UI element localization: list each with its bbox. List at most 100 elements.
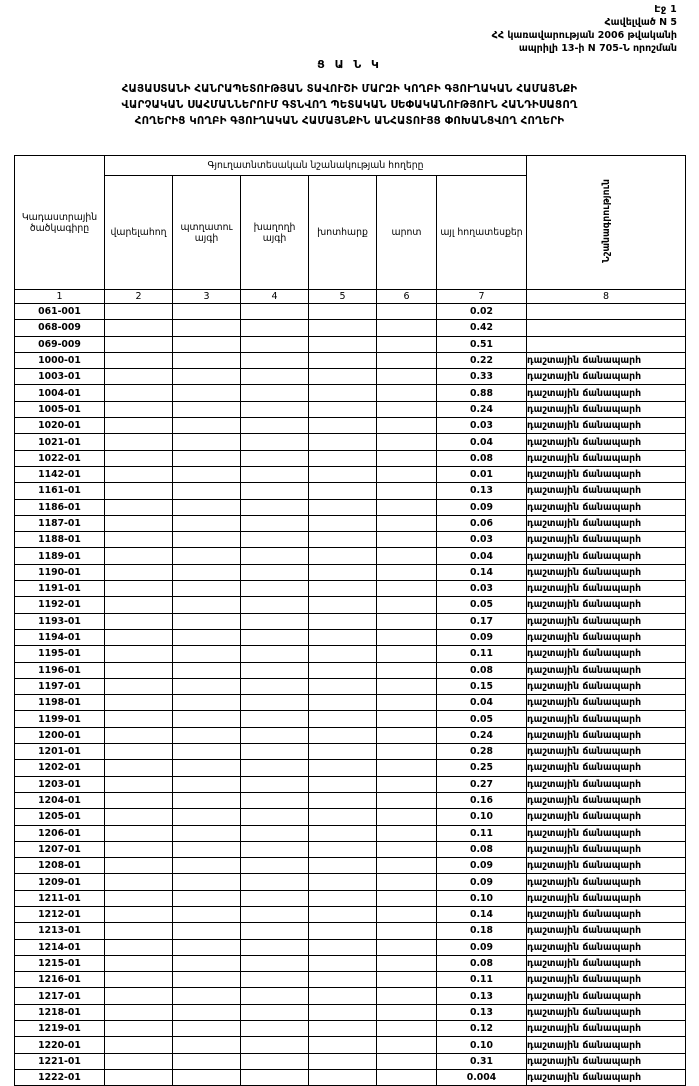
table-row: 1211-01 0.10 դաշտային ճանապարհ	[14, 889, 687, 907]
row-designation: դաշտային ճանապարհ	[526, 433, 687, 451]
row-pasture	[376, 938, 437, 956]
row-pasture	[376, 971, 437, 989]
row-arable	[104, 1036, 173, 1054]
row-vineyard	[240, 335, 309, 353]
row-arable	[104, 628, 173, 647]
row-hayfield	[308, 400, 377, 419]
col-header-cadastral-code: Կադաստրային ծածկագիրը	[14, 155, 105, 290]
row-orchard	[172, 987, 241, 1005]
table-row: 1192-01 0.05 դաշտային ճանապարհ	[14, 596, 687, 614]
row-cadastral-code: 1205-01	[14, 808, 105, 826]
table-row: 1214-01 0.09 դաշտային ճանապարհ	[14, 938, 687, 956]
row-pasture	[376, 905, 437, 924]
row-cadastral-code: 1219-01	[14, 1020, 105, 1038]
table-row: 1194-01 0.09 դաշտային ճանապարհ	[14, 628, 687, 647]
table-row: 1186-01 0.09 դաշտային ճանապարհ	[14, 498, 687, 516]
row-cadastral-code: 1188-01	[14, 531, 105, 549]
row-vineyard	[240, 905, 309, 924]
row-cadastral-code: 1186-01	[14, 498, 105, 516]
row-cadastral-code: 1000-01	[14, 351, 105, 370]
row-other-lands: 0.42	[435, 319, 528, 337]
appendix-reference: Հավելված N 5 ՀՀ կառավարության 2006 թվակա…	[492, 16, 677, 55]
row-vineyard	[240, 482, 309, 500]
land-registry-table-container: Կադաստրային ծածկագիրը Գյուղատնտեսական նշ…	[14, 155, 687, 1086]
row-hayfield	[308, 857, 377, 875]
row-cadastral-code: 1198-01	[14, 694, 105, 712]
row-other-lands: 0.03	[435, 531, 528, 549]
row-orchard	[172, 775, 241, 793]
col-number-4: 4	[240, 289, 309, 304]
row-designation: դաշտային ճանապարհ	[526, 808, 687, 826]
row-arable	[104, 465, 173, 484]
row-vineyard	[240, 1020, 309, 1038]
row-vineyard	[240, 840, 309, 859]
row-other-lands: 0.04	[435, 433, 528, 451]
row-vineyard	[240, 889, 309, 907]
page-number: Էջ 1	[654, 4, 677, 15]
row-cadastral-code: 1200-01	[14, 726, 105, 745]
row-hayfield	[308, 482, 377, 500]
row-designation: դաշտային ճանապարհ	[526, 645, 687, 663]
row-cadastral-code: 1217-01	[14, 987, 105, 1005]
row-pasture	[376, 547, 437, 565]
row-vineyard	[240, 400, 309, 419]
row-hayfield	[308, 1036, 377, 1054]
row-vineyard	[240, 710, 309, 728]
row-hayfield	[308, 710, 377, 728]
col-header-other-lands: այլ հողատեսքեր	[435, 175, 528, 290]
row-vineyard	[240, 922, 309, 940]
row-hayfield	[308, 694, 377, 712]
table-column-number-row: 1 2 3 4 5 6 7 8	[14, 289, 687, 304]
row-arable	[104, 1020, 173, 1038]
row-arable	[104, 726, 173, 745]
row-other-lands: 0.24	[435, 726, 528, 745]
row-orchard	[172, 677, 241, 696]
row-pasture	[376, 465, 437, 484]
row-hayfield	[308, 1052, 377, 1070]
row-vineyard	[240, 759, 309, 777]
row-orchard	[172, 808, 241, 826]
row-other-lands: 0.05	[435, 596, 528, 614]
row-cadastral-code: 069-009	[14, 335, 105, 353]
row-designation: դաշտային ճանապարհ	[526, 938, 687, 956]
row-arable	[104, 971, 173, 989]
row-other-lands: 0.10	[435, 1036, 528, 1054]
row-hayfield	[308, 563, 377, 582]
row-orchard	[172, 971, 241, 989]
table-row: 068-009 0.42	[14, 319, 687, 337]
col-header-hayfield: խոտհարք	[308, 175, 377, 290]
row-other-lands: 0.18	[435, 922, 528, 940]
row-cadastral-code: 1207-01	[14, 840, 105, 859]
row-cadastral-code: 1203-01	[14, 775, 105, 793]
row-hayfield	[308, 580, 377, 598]
row-vineyard	[240, 1003, 309, 1022]
row-orchard	[172, 547, 241, 565]
row-other-lands: 0.22	[435, 351, 528, 370]
row-orchard	[172, 661, 241, 679]
row-designation: դաշտային ճանապարհ	[526, 694, 687, 712]
row-orchard	[172, 1052, 241, 1070]
row-other-lands: 0.08	[435, 661, 528, 679]
row-pasture	[376, 319, 437, 337]
row-vineyard	[240, 938, 309, 956]
row-cadastral-code: 1005-01	[14, 400, 105, 419]
row-orchard	[172, 514, 241, 533]
document-subtitle: ՀԱՅԱՍՏԱՆԻ ՀԱՆՐԱՊԵՏՈՒԹՅԱՆ ՏԱՎՈՒՇԻ ՄԱՐԶԻ Կ…	[0, 82, 699, 130]
row-other-lands: 0.10	[435, 808, 528, 826]
row-orchard	[172, 922, 241, 940]
row-cadastral-code: 1221-01	[14, 1052, 105, 1070]
row-orchard	[172, 645, 241, 663]
row-hayfield	[308, 726, 377, 745]
row-vineyard	[240, 563, 309, 582]
table-row: 1003-01 0.33 դաշտային ճանապարհ	[14, 368, 687, 386]
row-other-lands: 0.27	[435, 775, 528, 793]
row-hayfield	[308, 808, 377, 826]
row-cadastral-code: 1195-01	[14, 645, 105, 663]
row-other-lands: 0.02	[435, 302, 528, 321]
row-other-lands: 0.15	[435, 677, 528, 696]
row-arable	[104, 449, 173, 467]
row-vineyard	[240, 596, 309, 614]
row-other-lands: 0.04	[435, 547, 528, 565]
row-arable	[104, 1068, 173, 1086]
row-hayfield	[308, 596, 377, 614]
